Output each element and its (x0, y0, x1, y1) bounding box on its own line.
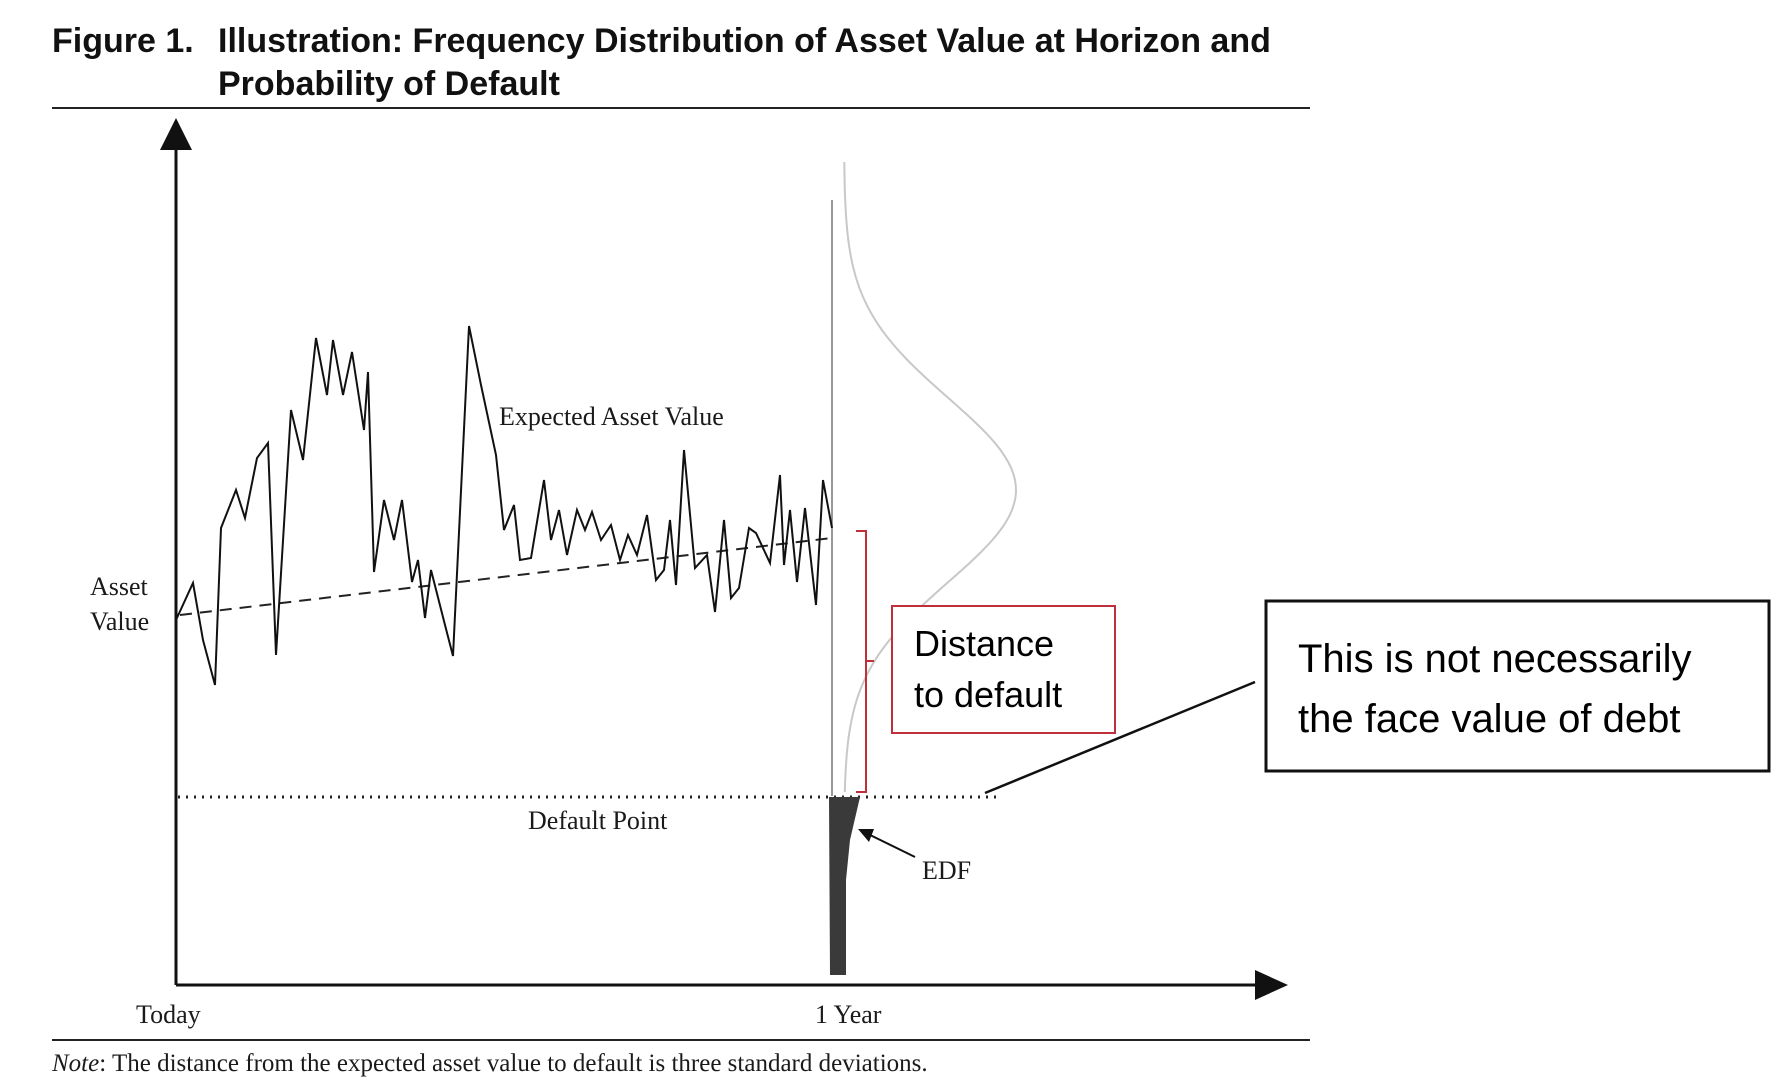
distribution-curve (843, 161, 1018, 793)
distance-bracket (856, 530, 874, 793)
figure-title-line2: Probability of Default (218, 65, 560, 103)
edf-arrow-line (865, 832, 916, 858)
figure-title-line1: Illustration: Frequency Distribution of … (218, 22, 1271, 60)
x-axis-arrow-icon (1255, 970, 1288, 1000)
distance-box-line1: Distance (914, 623, 1054, 664)
asset-value-label-line1: Asset (90, 572, 149, 601)
default-point-label: Default Point (528, 806, 668, 835)
distance-box-line2: to default (914, 674, 1062, 715)
callout-box (1264, 599, 1771, 773)
x-start-label: Today (136, 1000, 201, 1029)
edf-arrow-icon (858, 829, 874, 842)
note-prefix: Note (51, 1050, 99, 1077)
edf-label: EDF (922, 856, 971, 885)
callout-line1: This is not necessarily (1298, 637, 1691, 681)
callout-line2: the face value of debt (1298, 697, 1681, 741)
figure-label: Figure 1. (52, 22, 194, 60)
expected-asset-value-label: Expected Asset Value (499, 402, 724, 431)
expected-asset-value-line (179, 537, 833, 616)
callout-leader-line (984, 680, 1256, 795)
x-end-label: 1 Year (815, 1000, 882, 1029)
distance-to-default-box (891, 605, 1116, 734)
note-text: : The distance from the expected asset v… (99, 1050, 927, 1077)
edf-tail (829, 797, 860, 975)
note: Note: The distance from the expected ass… (51, 1050, 928, 1077)
asset-value-label-line2: Value (90, 607, 149, 636)
y-axis-arrow-icon (160, 118, 192, 150)
asset-value-path (175, 325, 833, 686)
